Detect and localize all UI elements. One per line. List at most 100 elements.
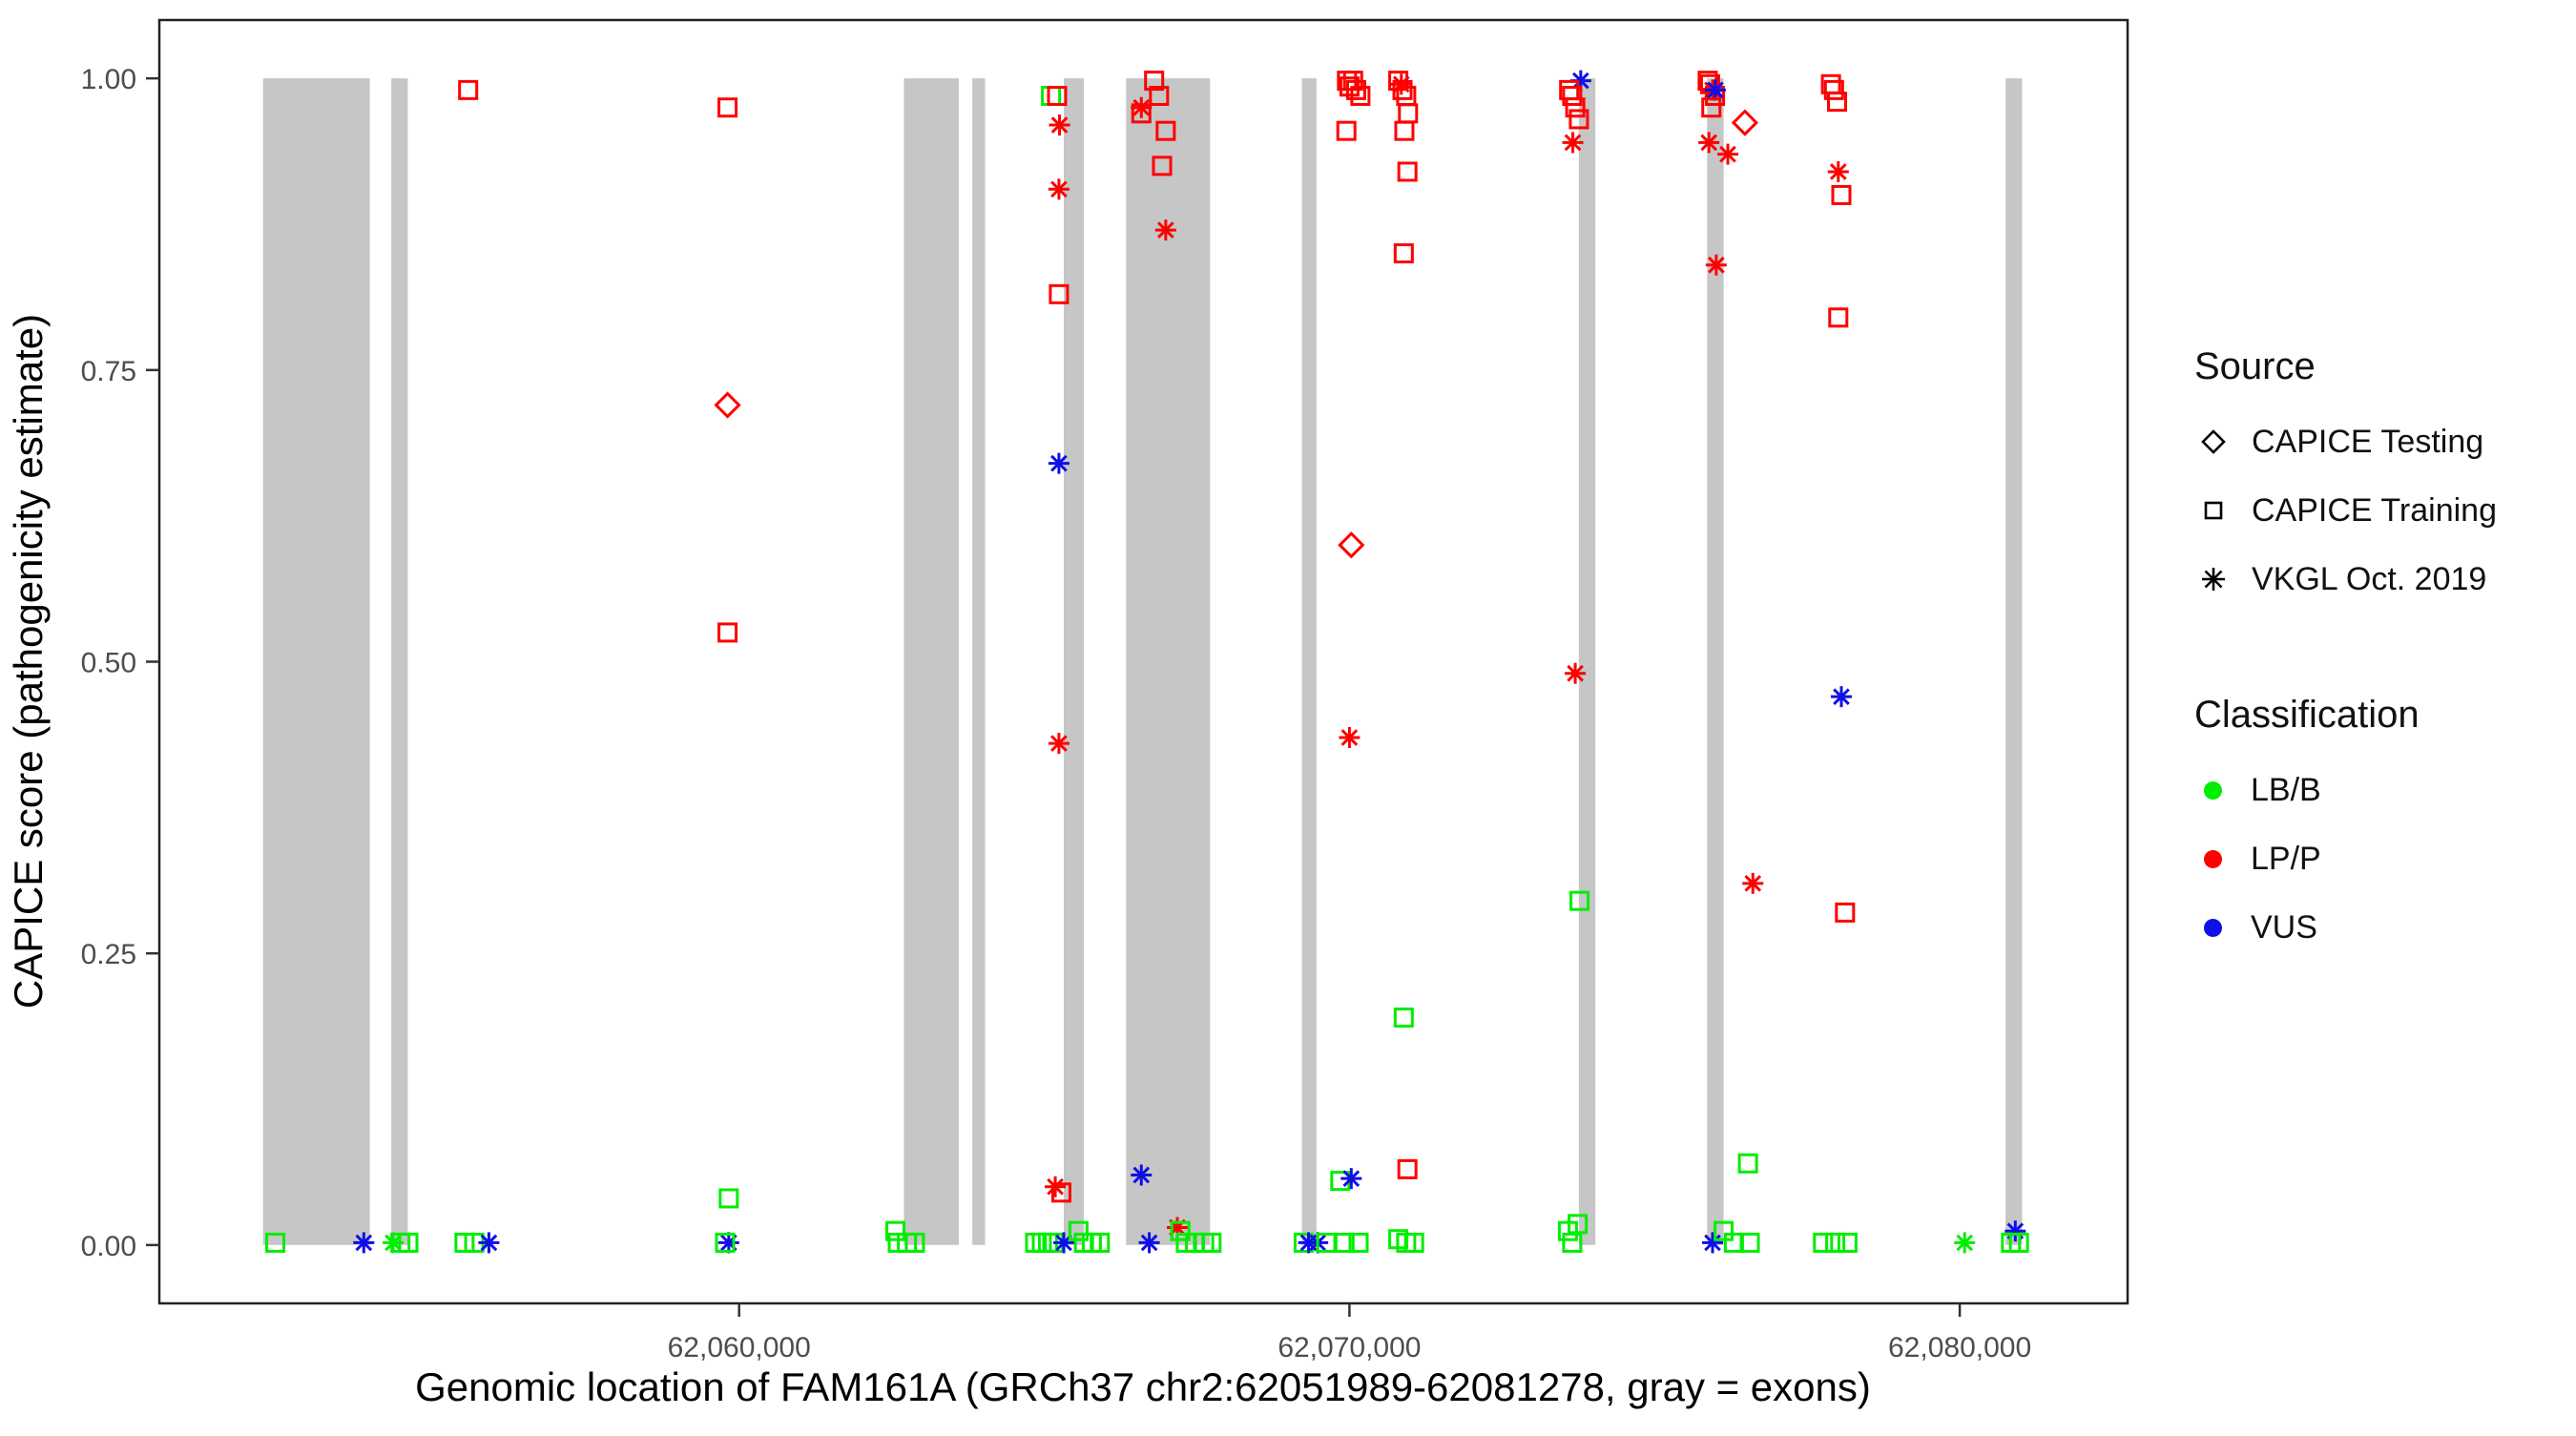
data-point: [717, 622, 738, 643]
data-point: [1144, 71, 1165, 92]
data-point: [1340, 1168, 1362, 1190]
x-axis-title: Genomic location of FAM161A (GRCh37 chr2…: [415, 1364, 1871, 1409]
data-point: [1739, 1232, 1760, 1253]
data-point: [1704, 79, 1726, 101]
data-point: [904, 1232, 925, 1253]
data-point: [1954, 1232, 1976, 1254]
data-point: [1823, 79, 1844, 100]
exon-bar: [262, 78, 370, 1245]
data-point: [1731, 109, 1759, 136]
data-point: [1048, 733, 1070, 755]
data-point: [1702, 1232, 1724, 1254]
data-point: [717, 97, 738, 118]
legend-item-label: CAPICE Training: [2252, 491, 2497, 529]
data-point: [1393, 1007, 1414, 1028]
legend-item-label: CAPICE Testing: [2252, 423, 2484, 460]
data-point: [265, 1232, 286, 1253]
data-point: [1701, 97, 1722, 118]
exon-bar: [391, 78, 408, 1245]
y-tick-label: 0.00: [81, 1231, 136, 1262]
exon-bar: [1578, 78, 1596, 1245]
data-point: [1068, 1220, 1089, 1241]
legend-item-label: LB/B: [2251, 771, 2321, 808]
data-point: [1394, 120, 1415, 141]
data-point: [1336, 120, 1357, 141]
data-point: [2005, 1220, 2026, 1242]
exon-bar: [904, 78, 959, 1245]
data-point: [1049, 114, 1070, 136]
data-point: [2008, 1232, 2029, 1253]
red-dot-icon: [2204, 849, 2222, 868]
data-point: [1837, 1232, 1858, 1253]
data-point: [1131, 96, 1153, 118]
green-dot-icon: [2204, 780, 2222, 800]
data-point: [1835, 902, 1856, 923]
data-point: [1830, 686, 1852, 708]
data-point: [1568, 1214, 1589, 1235]
data-point: [1714, 1220, 1735, 1241]
legend-item-label: VUS: [2251, 908, 2317, 946]
data-point: [714, 391, 741, 419]
legend-item-lpp: LP/P: [2194, 824, 2497, 893]
data-point: [1031, 1232, 1052, 1253]
exon-bar: [1301, 78, 1317, 1245]
exon-bar: [1064, 78, 1085, 1245]
data-point: [1825, 1232, 1846, 1253]
data-point: [1131, 1164, 1153, 1186]
data-point: [458, 79, 479, 100]
x-tick-label: 62,070,000: [1278, 1332, 1421, 1363]
data-point: [1338, 531, 1365, 559]
data-point: [1393, 243, 1414, 264]
data-point: [1138, 1232, 1160, 1254]
exon-bar: [2005, 78, 2023, 1245]
data-point: [1152, 156, 1173, 177]
data-point: [1047, 85, 1068, 106]
data-point: [1050, 1182, 1071, 1203]
data-point: [1742, 872, 1764, 894]
x-tick-label: 62,060,000: [668, 1332, 811, 1363]
legend-item-capice-testing: CAPICE Testing: [2194, 407, 2497, 476]
data-point: [1698, 132, 1720, 154]
data-point: [1737, 1153, 1758, 1174]
data-point: [1090, 1232, 1111, 1253]
legend-item-label: VKGL Oct. 2019: [2252, 560, 2487, 597]
data-points: [265, 70, 2029, 1254]
data-point: [398, 1232, 419, 1253]
data-point: [1827, 160, 1849, 182]
data-point: [1339, 726, 1361, 748]
exon-bar: [972, 78, 986, 1245]
asterisk-icon: [2202, 568, 2225, 591]
data-point: [1827, 92, 1848, 113]
legend-source-title: Source: [2194, 345, 2316, 387]
data-point: [1045, 1176, 1067, 1197]
data-point: [1048, 452, 1070, 474]
data-point: [1562, 1232, 1583, 1253]
data-point: [1831, 184, 1852, 205]
y-tick-label: 0.75: [81, 356, 136, 387]
data-point: [1562, 85, 1583, 106]
data-point: [1170, 1220, 1191, 1241]
y-tick-label: 1.00: [81, 64, 136, 95]
data-point: [1562, 132, 1584, 154]
data-point: [1155, 120, 1176, 141]
data-point: [1717, 143, 1739, 165]
legend-source-group: Source CAPICE Testing CAPICE Training: [2194, 345, 2497, 614]
data-point: [718, 1188, 739, 1209]
data-point: [1201, 1232, 1222, 1253]
data-point: [1149, 85, 1170, 106]
square-icon: [2204, 501, 2223, 520]
data-point: [1334, 1232, 1355, 1253]
data-point: [1568, 109, 1589, 130]
data-point: [1350, 85, 1371, 106]
diamond-icon: [2201, 429, 2226, 454]
axes: 62,060,000 62,070,000 62,080,000 0.00 0.25 0.…: [81, 64, 2032, 1363]
legend-item-capice-training: CAPICE Training: [2194, 476, 2497, 545]
exon-bar: [1707, 78, 1724, 1245]
y-axis-title: CAPICE score (pathogenicity estimate): [6, 314, 51, 1009]
legend-item-lbb: LB/B: [2194, 756, 2497, 824]
data-point: [1154, 219, 1176, 241]
legend-item-vkgl: VKGL Oct. 2019: [2194, 545, 2497, 614]
legend-item-vus: VUS: [2194, 893, 2497, 962]
data-point: [1397, 1158, 1418, 1179]
